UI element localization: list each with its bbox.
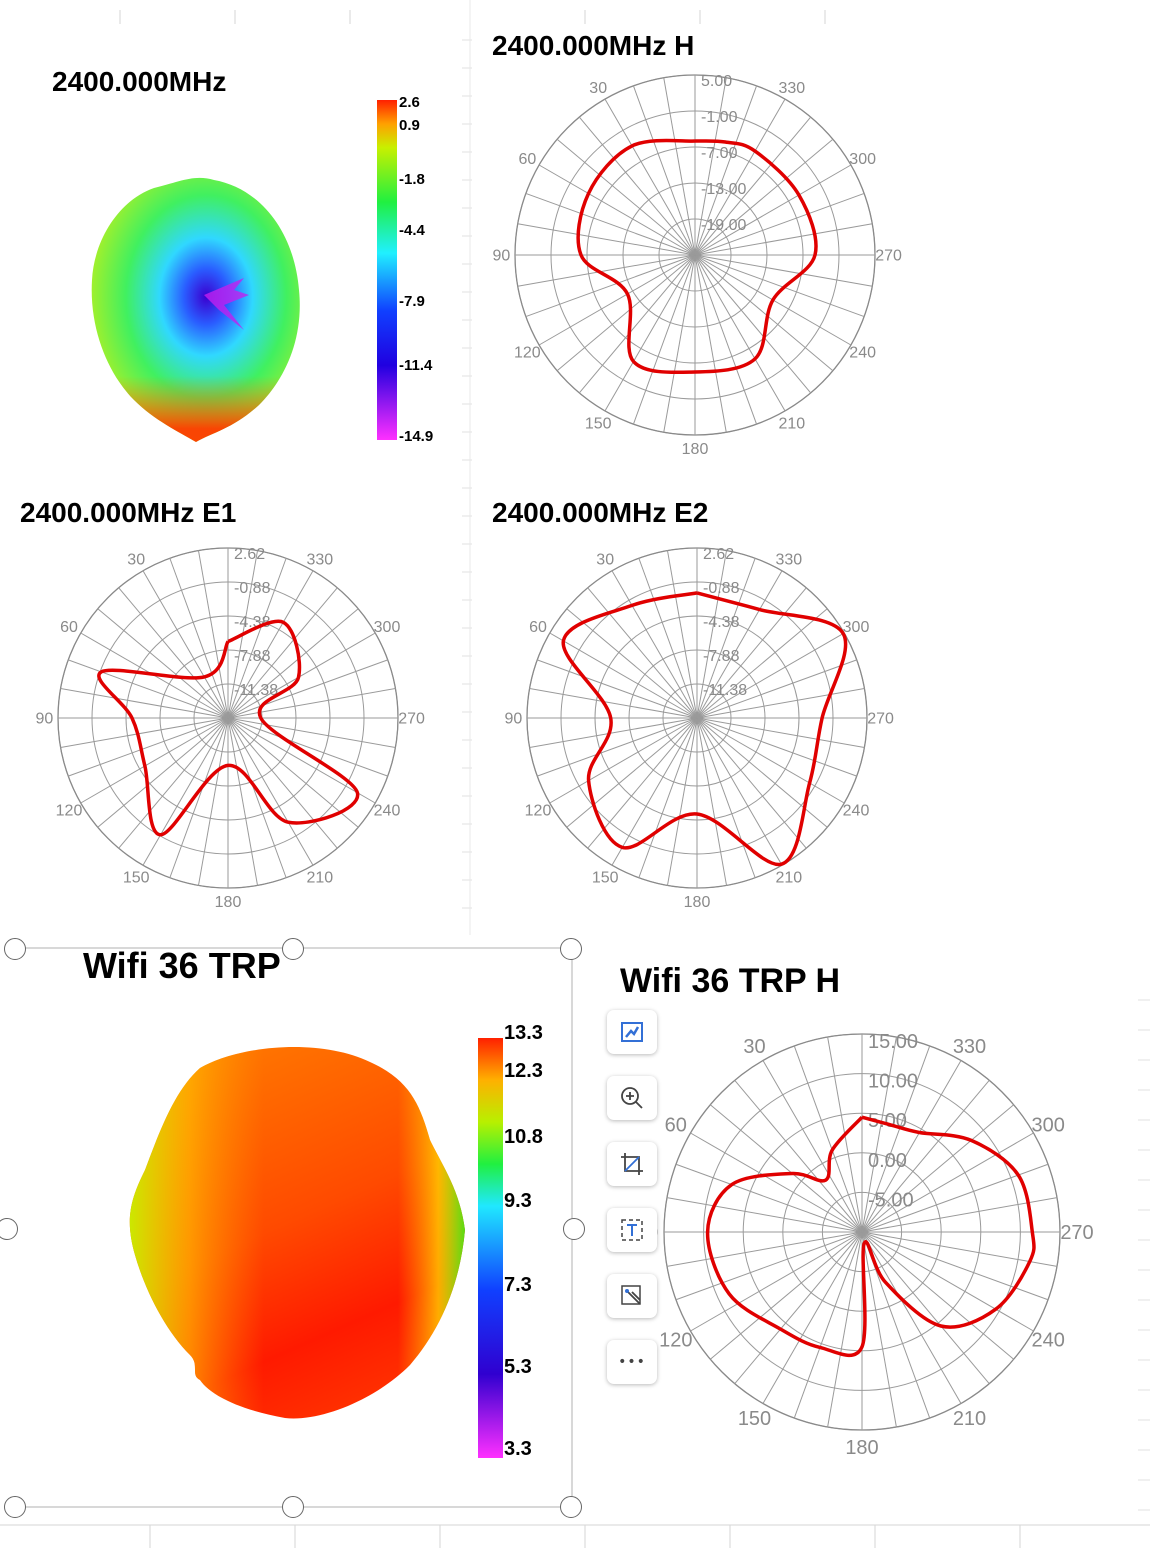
more-options-button[interactable]: •••: [607, 1340, 657, 1384]
colorbar-tick: 9.3: [504, 1190, 532, 1212]
colorbar-tick: 3.3: [504, 1438, 532, 1460]
zoom-in-button[interactable]: [607, 1076, 657, 1120]
colorbar-tick: 7.3: [504, 1274, 532, 1296]
selection-handle[interactable]: [4, 938, 26, 960]
zoom-in-icon: [621, 1087, 643, 1109]
chart-title-polar-e1: 2400.000MHz E1: [20, 497, 237, 528]
more-icon: •••: [618, 1354, 646, 1370]
colorbar-trp: 13.3 12.3 10.8 9.3 7.3 5.3 3.3: [478, 1022, 548, 1463]
crop-button[interactable]: [607, 1142, 657, 1186]
text-box-icon: [621, 1219, 643, 1241]
selection-handle[interactable]: [560, 1496, 582, 1518]
image-effects-button[interactable]: [607, 1274, 657, 1318]
text-box-button[interactable]: [607, 1208, 657, 1252]
chart-title-polar-trp-h: Wifi 36 TRP H: [620, 962, 841, 1000]
colorbar-tick: -14.9: [399, 428, 434, 445]
colorbar-tick: -4.4: [399, 222, 425, 239]
colorbar-tick: -11.4: [399, 357, 433, 374]
colorbar-2400: 2.6 0.9 -1.8 -4.4 -7.9 -11.4 -14.9: [377, 94, 457, 445]
colorbar-tick: -1.8: [399, 171, 425, 188]
selection-handle[interactable]: [282, 1496, 304, 1518]
selection-handle[interactable]: [0, 1218, 18, 1240]
chart-elements-icon: [621, 1022, 643, 1042]
colorbar-tick: 5.3: [504, 1356, 532, 1378]
colorbar-tick: 12.3: [504, 1060, 543, 1082]
chart-title-3d-trp: Wifi 36 TRP: [83, 945, 281, 986]
3d-pattern-trp: [129, 1047, 465, 1419]
colorbar-tick: 13.3: [504, 1022, 543, 1044]
crop-icon: [621, 1153, 643, 1175]
3d-pattern-2400: [91, 177, 300, 442]
chart-toolbar: •••: [607, 1010, 663, 1406]
selection-handle[interactable]: [560, 938, 582, 960]
chart-title-polar-e2: 2400.000MHz E2: [492, 497, 709, 528]
selection-handle[interactable]: [4, 1496, 26, 1518]
chart-title-polar-h: 2400.000MHz H: [492, 30, 695, 61]
chart-title-3d-2400: 2400.000MHz: [52, 66, 227, 97]
colorbar-tick: 10.8: [504, 1126, 543, 1148]
image-effects-icon: [621, 1285, 641, 1305]
selection-handle[interactable]: [563, 1218, 585, 1240]
colorbar-tick: 2.6: [399, 94, 420, 111]
selection-handle[interactable]: [282, 938, 304, 960]
colorbar-tick: -7.9: [399, 293, 425, 310]
colorbar-tick: 0.9: [399, 117, 420, 134]
chart-elements-button[interactable]: [607, 1010, 657, 1054]
